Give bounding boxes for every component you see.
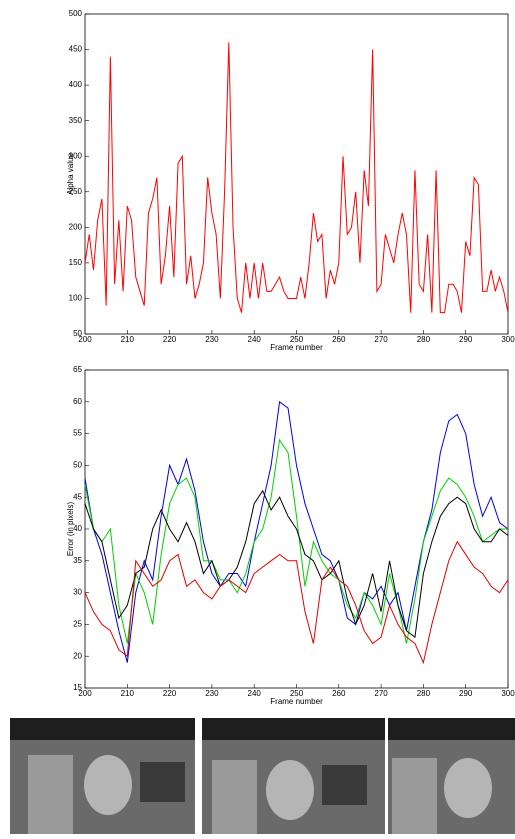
- x-tick-label: 270: [374, 689, 388, 698]
- photo-shelf: [388, 718, 515, 740]
- y-tick-label: 200: [69, 222, 83, 231]
- x-tick-label: 280: [417, 335, 431, 344]
- y-tick-label: 35: [73, 556, 82, 565]
- y-tick-label: 25: [73, 620, 82, 629]
- y-tick-label: 60: [73, 397, 82, 406]
- x-tick-label: 240: [248, 689, 262, 698]
- x-tick-label: 210: [121, 335, 135, 344]
- y-tick-label: 20: [73, 651, 82, 660]
- y-tick-label: 30: [73, 588, 82, 597]
- photo-book: [28, 755, 73, 834]
- photo-box: [140, 762, 185, 802]
- x-tick-label: 260: [332, 689, 346, 698]
- x-tick-label: 290: [459, 689, 473, 698]
- y-tick-label: 500: [69, 9, 83, 18]
- photo-figure: [84, 755, 132, 815]
- y-tick-label: 50: [73, 461, 82, 470]
- photo-book: [392, 758, 437, 834]
- x-axis-label: Frame number: [270, 343, 323, 352]
- y-tick-label: 65: [73, 365, 82, 374]
- photo-figure: [266, 760, 314, 820]
- x-tick-label: 220: [163, 335, 177, 344]
- photo-figure: [444, 758, 492, 818]
- x-tick-label: 220: [163, 689, 177, 698]
- x-tick-label: 240: [248, 335, 262, 344]
- y-tick-label: 450: [69, 45, 83, 54]
- y-axis-label: Error (in pixels): [66, 502, 75, 557]
- y-tick-label: 100: [69, 294, 83, 303]
- y-tick-label: 150: [69, 258, 83, 267]
- x-tick-label: 290: [459, 335, 473, 344]
- photo-book: [212, 760, 257, 834]
- x-tick-label: 300: [501, 689, 515, 698]
- y-tick-label: 350: [69, 116, 83, 125]
- photo-shelf: [10, 718, 195, 740]
- photo-box: [322, 765, 367, 805]
- photo-shelf: [202, 718, 385, 740]
- x-tick-label: 260: [332, 335, 346, 344]
- x-tick-label: 210: [121, 689, 135, 698]
- x-axis-label: Frame number: [270, 697, 323, 706]
- y-tick-label: 55: [73, 429, 82, 438]
- x-tick-label: 280: [417, 689, 431, 698]
- x-tick-label: 300: [501, 335, 515, 344]
- y-tick-label: 400: [69, 80, 83, 89]
- y-axis-label: Alpha value: [66, 153, 75, 195]
- photo-strip: [10, 718, 515, 834]
- plot-area: [85, 14, 508, 334]
- figure: 5010015020025030035040045050020021022023…: [0, 0, 515, 834]
- x-tick-label: 230: [205, 689, 219, 698]
- x-tick-label: 200: [78, 689, 92, 698]
- x-tick-label: 230: [205, 335, 219, 344]
- y-tick-label: 45: [73, 492, 82, 501]
- x-tick-label: 200: [78, 335, 92, 344]
- x-tick-label: 270: [374, 335, 388, 344]
